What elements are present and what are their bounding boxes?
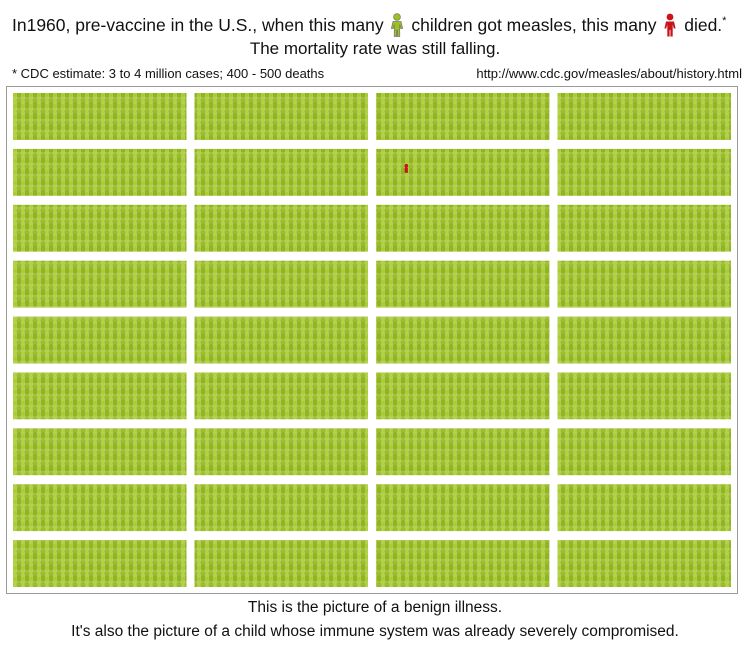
figure-block xyxy=(13,148,187,196)
source-note-line: * CDC estimate: 3 to 4 million cases; 40… xyxy=(12,66,742,82)
figure-block xyxy=(376,204,550,252)
figure-grid xyxy=(13,93,731,587)
figure-block xyxy=(13,93,187,140)
figure-block xyxy=(557,372,731,420)
figure-block xyxy=(194,148,368,196)
figure-block xyxy=(13,540,187,587)
figure-block xyxy=(376,260,550,308)
caption-benign: This is the picture of a benign illness. xyxy=(247,599,503,616)
death-figures xyxy=(404,163,409,173)
caption-immune: It's also the picture of a child whose i… xyxy=(71,623,679,640)
figure-grid-frame xyxy=(6,86,738,594)
figure-block xyxy=(557,260,731,308)
figure-block xyxy=(376,93,550,140)
figure-block xyxy=(194,260,368,308)
figure-block xyxy=(194,316,368,364)
red-child-figure xyxy=(404,163,409,173)
figure-block xyxy=(557,148,731,196)
footnote-mark: * xyxy=(722,15,727,27)
headline-part-1: In1960, pre-vaccine in the U.S., when th… xyxy=(12,14,384,35)
figure-blocks xyxy=(13,93,731,587)
figure-block xyxy=(376,540,550,587)
figure-block xyxy=(557,316,731,364)
figure-block xyxy=(13,316,187,364)
figure-block xyxy=(13,428,187,476)
figure-block xyxy=(194,540,368,587)
figure-block xyxy=(13,372,187,420)
figure-block xyxy=(194,372,368,420)
figure-block xyxy=(13,260,187,308)
figure-block xyxy=(557,484,731,532)
figure-block xyxy=(194,428,368,476)
figure-block xyxy=(13,204,187,252)
headline: In1960, pre-vaccine in the U.S., when th… xyxy=(12,10,744,37)
child-figure-icon xyxy=(391,13,404,37)
figure-block xyxy=(376,316,550,364)
figure-block xyxy=(557,204,731,252)
figure-block xyxy=(376,148,550,196)
figure-block xyxy=(557,540,731,587)
figure-block xyxy=(557,93,731,140)
headline-part-3: died. xyxy=(684,14,723,35)
subtitle: The mortality rate was still falling. xyxy=(249,39,501,58)
figure-block xyxy=(557,428,731,476)
figure-block xyxy=(194,93,368,140)
figure-block xyxy=(194,204,368,252)
source-note: * CDC estimate: 3 to 4 million cases; 40… xyxy=(12,66,325,81)
figure-block xyxy=(376,372,550,420)
figure-block xyxy=(194,484,368,532)
red-child-figure-icon xyxy=(664,13,676,37)
headline-part-2: children got measles, this many xyxy=(411,14,657,35)
figure-block xyxy=(13,484,187,532)
figure-block xyxy=(376,428,550,476)
source-url: http://www.cdc.gov/measles/about/history… xyxy=(476,66,742,81)
figure-block xyxy=(376,484,550,532)
